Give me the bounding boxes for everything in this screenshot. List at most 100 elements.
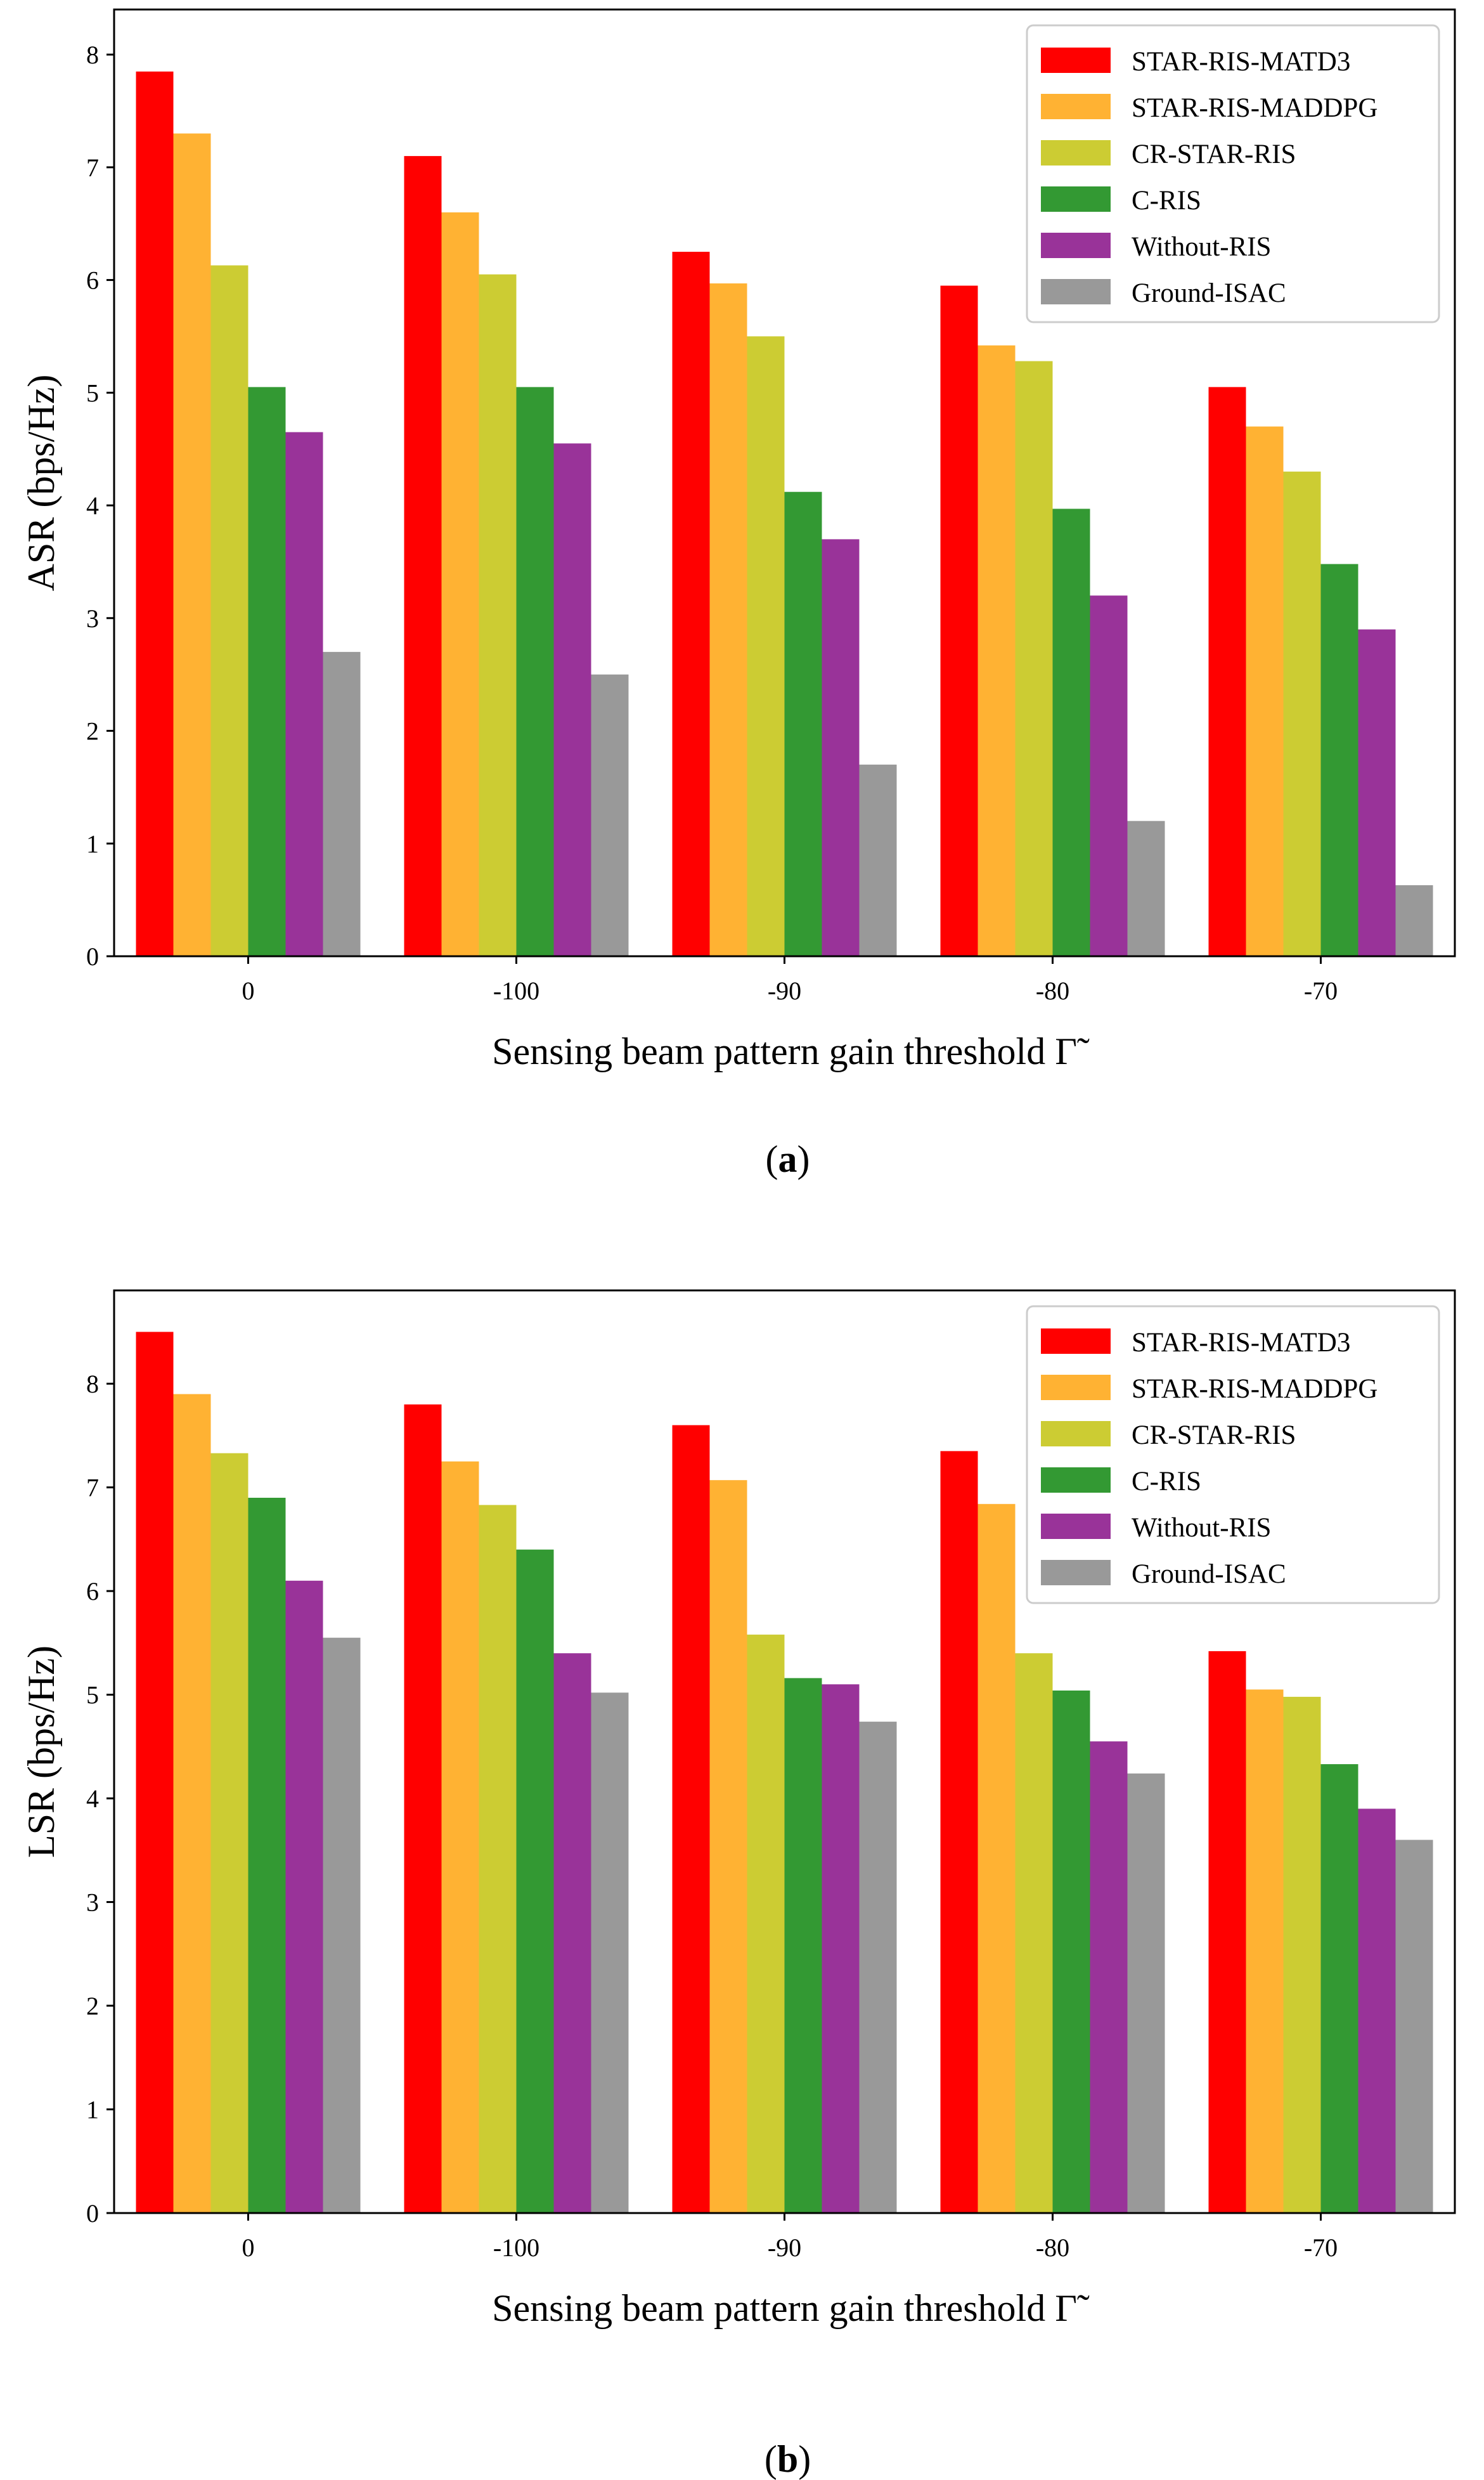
legend-label-ground-isac: Ground-ISAC (1132, 1559, 1286, 1589)
bar-ground-isac-neg90 (859, 1722, 897, 2213)
bar-c-ris-neg100 (516, 1549, 554, 2213)
legend-swatch-cr-star-ris (1041, 140, 1111, 166)
y-tick-label: 5 (86, 1681, 99, 1710)
caption-paren-open: ( (765, 2438, 777, 2480)
bar-c-ris-neg100 (516, 387, 554, 956)
bar-star-ris-matd3-0 (136, 1332, 174, 2213)
bar-star-ris-maddpg-neg80 (978, 1503, 1016, 2213)
x-tick-label: -100 (493, 2233, 539, 2262)
bar-c-ris-neg90 (784, 491, 822, 956)
y-tick-label: 1 (86, 829, 99, 858)
bar-ground-isac-neg70 (1395, 1840, 1433, 2213)
bar-ground-isac-0 (323, 652, 361, 956)
y-tick-label: 2 (86, 717, 99, 746)
bar-c-ris-neg70 (1320, 1764, 1358, 2213)
bar-ground-isac-neg100 (591, 674, 629, 956)
caption-paren-close: ) (797, 1138, 810, 1180)
panel-caption: (a) (766, 1138, 810, 1180)
y-tick-label: 5 (86, 379, 99, 407)
bar-c-ris-neg70 (1320, 564, 1358, 956)
bar-c-ris-0 (248, 1498, 286, 2213)
y-tick-label: 6 (86, 266, 99, 295)
bar-cr-star-ris-neg80 (1015, 361, 1053, 956)
bar-without-ris-neg100 (553, 443, 591, 956)
legend-swatch-ground-isac (1041, 1560, 1111, 1585)
bar-star-ris-maddpg-neg90 (709, 1480, 747, 2213)
legend-swatch-ground-isac (1041, 279, 1111, 304)
x-axis-label-symbol: Γ̃ (1055, 2287, 1090, 2329)
x-axis-label-symbol: Γ̃ (1055, 1030, 1090, 1072)
bar-without-ris-neg80 (1090, 595, 1128, 956)
bar-ground-isac-neg90 (859, 764, 897, 956)
caption-letter: a (778, 1138, 797, 1180)
chart-panel-a: 0 1 2 3 4 5 6 7 8 0 -100 -90 -80 -70 ASR (bps/Hz) Sensi… (20, 8, 1456, 1180)
bar-star-ris-maddpg-0 (173, 133, 211, 956)
bar-star-ris-maddpg-neg100 (441, 212, 479, 956)
legend-label-without-ris: Without-RIS (1132, 1513, 1271, 1543)
x-axis-label: Sensing beam pattern gain threshold Γ̃ (492, 2287, 1090, 2329)
bar-ground-isac-neg70 (1395, 885, 1433, 956)
bar-star-ris-matd3-neg100 (404, 156, 442, 957)
legend-swatch-without-ris (1041, 233, 1111, 258)
legend-label-cr-star-ris: CR-STAR-RIS (1132, 1420, 1296, 1450)
y-tick-label: 0 (86, 2199, 99, 2228)
bar-without-ris-0 (285, 432, 323, 956)
bar-without-ris-neg80 (1090, 1741, 1128, 2213)
legend-swatch-c-ris (1041, 1467, 1111, 1493)
x-tick-label: 0 (242, 2233, 255, 2262)
y-tick-label: 7 (86, 1474, 99, 1502)
bar-star-ris-matd3-neg90 (672, 1425, 710, 2213)
panel-caption: (b) (765, 2438, 811, 2480)
legend-swatch-without-ris (1041, 1514, 1111, 1539)
y-axis-label: ASR (bps/Hz) (20, 375, 62, 592)
bar-cr-star-ris-neg90 (747, 1634, 785, 2213)
bar-without-ris-neg90 (822, 1684, 860, 2213)
bar-star-ris-maddpg-neg100 (441, 1461, 479, 2213)
bar-cr-star-ris-neg70 (1283, 471, 1321, 956)
bar-star-ris-maddpg-0 (173, 1394, 211, 2213)
bar-c-ris-neg80 (1052, 509, 1090, 956)
bar-star-ris-matd3-0 (136, 71, 174, 956)
bar-cr-star-ris-0 (210, 1453, 248, 2213)
bar-without-ris-0 (285, 1580, 323, 2213)
legend-swatch-star-ris-matd3 (1041, 1328, 1111, 1354)
bar-cr-star-ris-neg100 (479, 1505, 517, 2213)
chart-panel-b: 0 1 2 3 4 5 6 7 8 0 -100 -90 -80 -70 LSR (bps/Hz) Sensi… (20, 1289, 1456, 2480)
legend-label-ground-isac: Ground-ISAC (1132, 278, 1286, 308)
bar-star-ris-maddpg-neg70 (1246, 1689, 1284, 2213)
bar-without-ris-neg70 (1358, 1808, 1396, 2213)
bar-ground-isac-neg80 (1127, 1773, 1165, 2213)
caption-paren-close: ) (798, 2438, 811, 2480)
bar-c-ris-neg90 (784, 1678, 822, 2213)
legend-label-star-ris-matd3: STAR-RIS-MATD3 (1132, 47, 1350, 77)
legend-label-cr-star-ris: CR-STAR-RIS (1132, 140, 1296, 169)
y-tick-label: 4 (86, 1784, 99, 1813)
legend-swatch-star-ris-maddpg (1041, 1375, 1111, 1400)
x-tick-label: -90 (768, 977, 801, 1005)
bar-c-ris-neg80 (1052, 1691, 1090, 2213)
legend-swatch-star-ris-maddpg (1041, 94, 1111, 119)
y-tick-label: 8 (86, 1370, 99, 1398)
y-tick-label: 1 (86, 2096, 99, 2124)
bar-star-ris-maddpg-neg90 (709, 283, 747, 956)
bar-without-ris-neg90 (822, 539, 860, 956)
x-tick-label: -70 (1304, 977, 1338, 1005)
caption-paren-open: ( (766, 1138, 778, 1180)
bar-star-ris-matd3-neg70 (1208, 1651, 1246, 2213)
legend-label-star-ris-matd3: STAR-RIS-MATD3 (1132, 1328, 1350, 1358)
bar-star-ris-maddpg-neg70 (1246, 426, 1284, 956)
y-tick-label: 4 (86, 491, 99, 520)
y-tick-label: 6 (86, 1577, 99, 1606)
legend-label-star-ris-maddpg: STAR-RIS-MADDPG (1132, 93, 1378, 123)
y-axis-label: LSR (bps/Hz) (20, 1646, 62, 1858)
y-tick-label: 8 (86, 41, 99, 69)
bar-star-ris-matd3-neg80 (940, 285, 978, 956)
bar-star-ris-matd3-neg80 (940, 1451, 978, 2213)
legend-swatch-cr-star-ris (1041, 1421, 1111, 1446)
x-axis-label-text: Sensing beam pattern gain threshold (492, 1030, 1055, 1072)
bar-ground-isac-0 (323, 1637, 361, 2213)
bar-star-ris-matd3-neg100 (404, 1404, 442, 2213)
caption-letter: b (777, 2438, 798, 2480)
legend-swatch-c-ris (1041, 186, 1111, 212)
